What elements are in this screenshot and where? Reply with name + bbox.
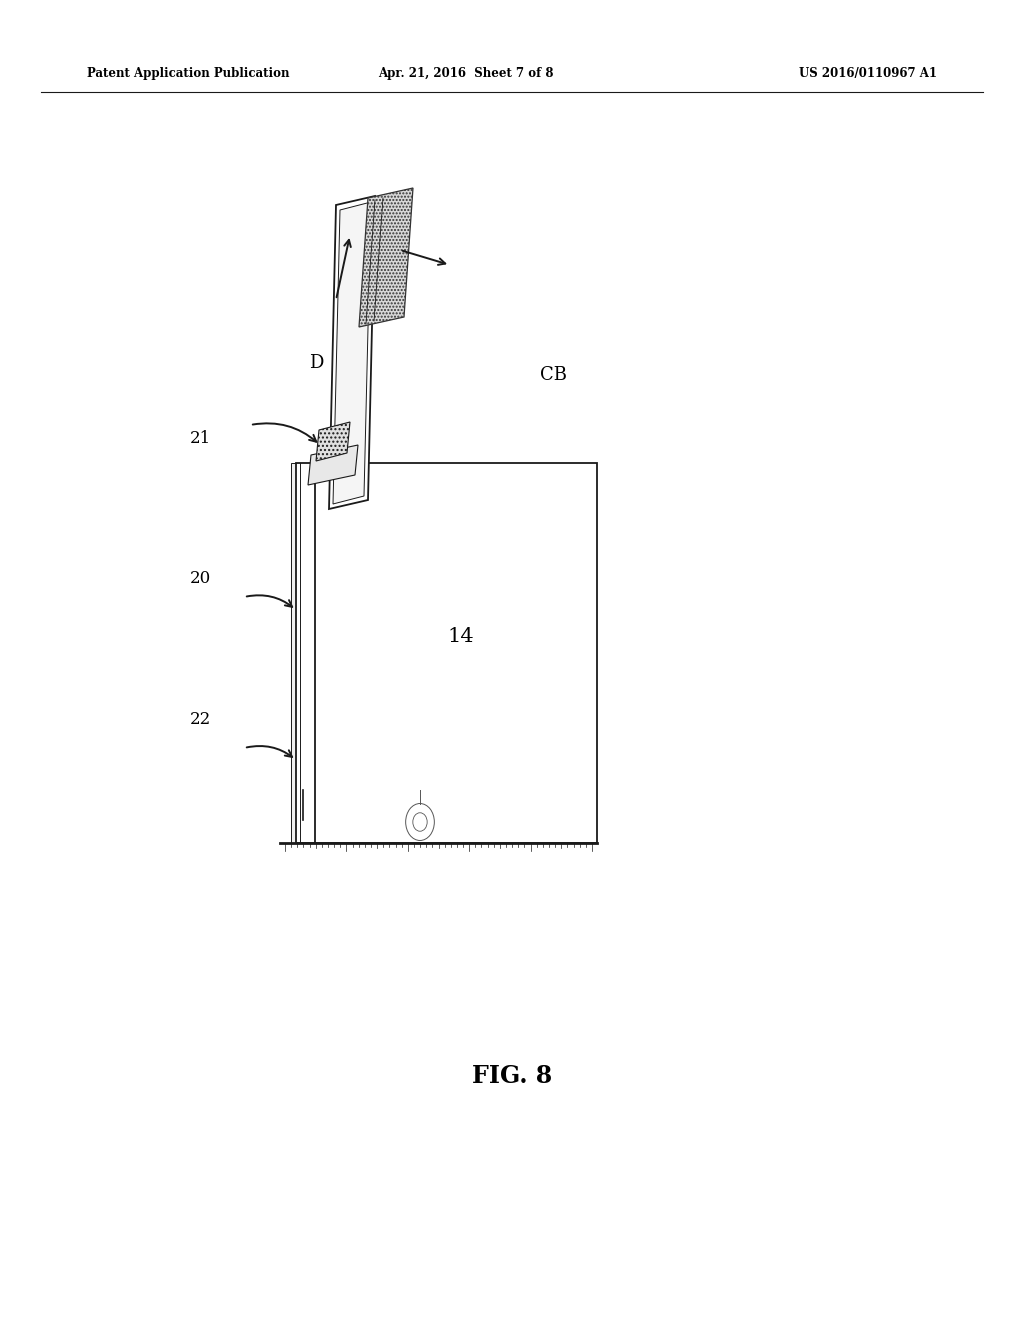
- Text: D: D: [309, 354, 324, 372]
- Text: 20: 20: [189, 570, 211, 586]
- Polygon shape: [333, 202, 371, 504]
- Bar: [291, 463, 313, 843]
- Bar: [296, 463, 315, 843]
- Bar: [313, 463, 597, 843]
- Text: US 2016/0110967 A1: US 2016/0110967 A1: [799, 67, 937, 81]
- Text: 21: 21: [189, 430, 211, 446]
- Text: CB: CB: [540, 366, 566, 384]
- Polygon shape: [308, 445, 358, 484]
- Text: FIG. 8: FIG. 8: [472, 1064, 552, 1088]
- Text: Apr. 21, 2016  Sheet 7 of 8: Apr. 21, 2016 Sheet 7 of 8: [378, 67, 554, 81]
- Text: 14: 14: [447, 627, 474, 645]
- Text: Patent Application Publication: Patent Application Publication: [87, 67, 290, 81]
- Polygon shape: [359, 187, 413, 327]
- Polygon shape: [329, 195, 375, 510]
- Text: 22: 22: [189, 711, 211, 727]
- Polygon shape: [316, 422, 350, 461]
